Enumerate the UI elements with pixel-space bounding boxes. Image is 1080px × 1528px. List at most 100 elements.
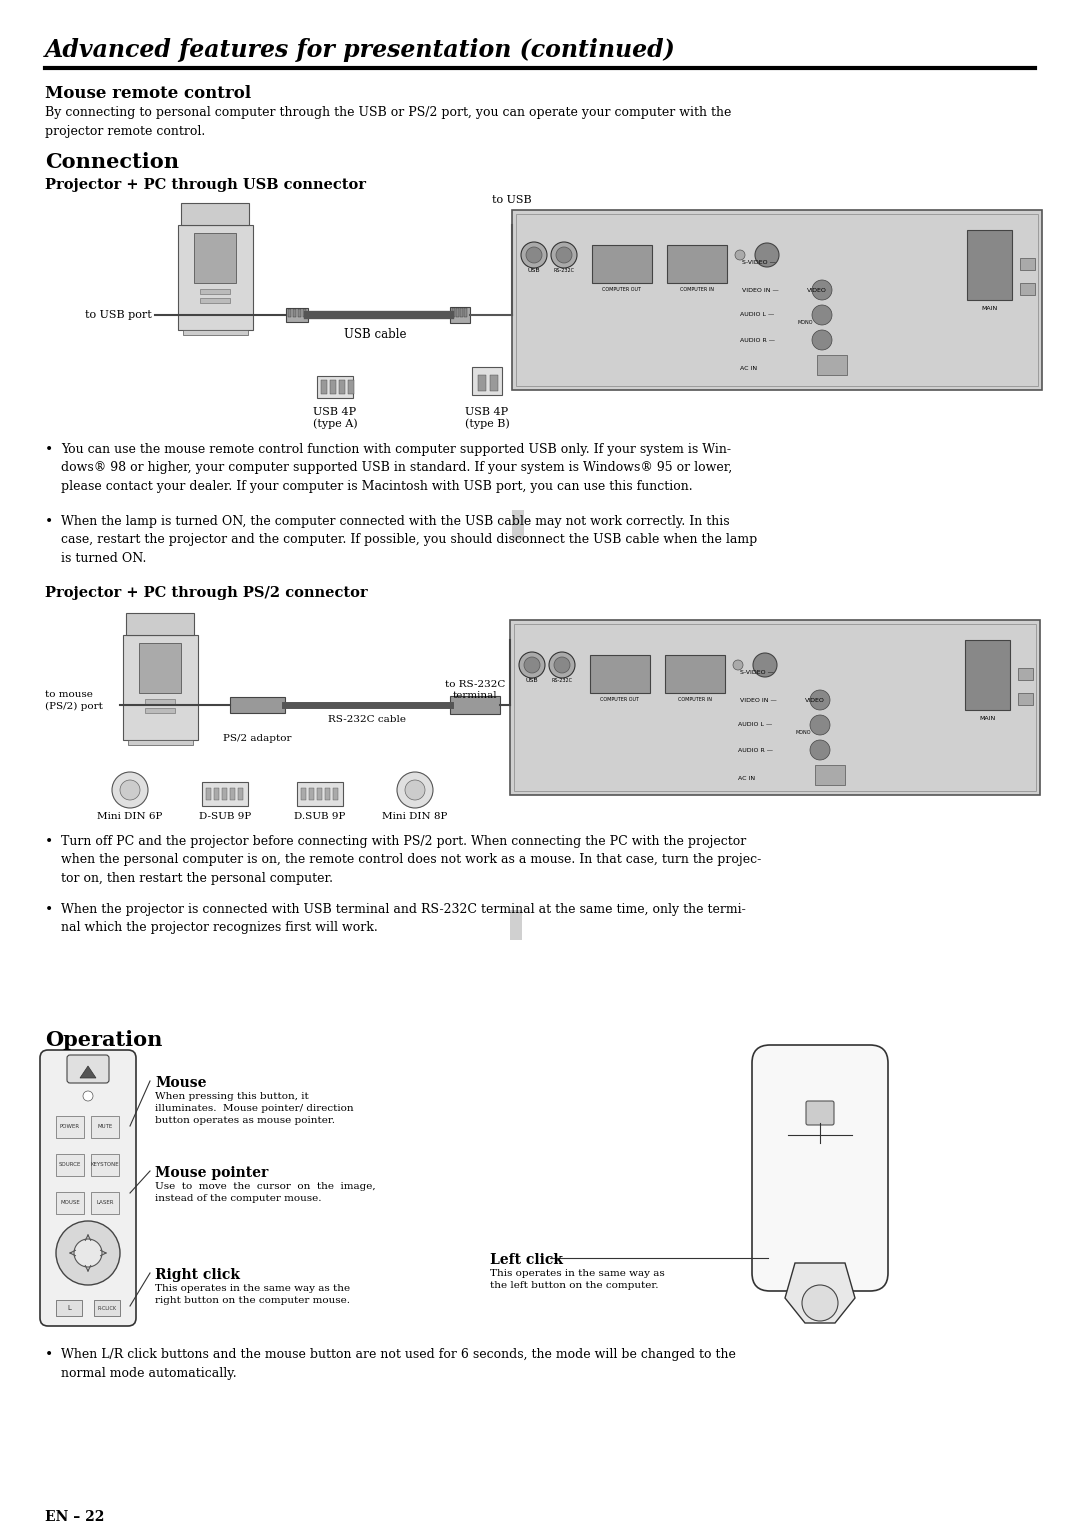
Bar: [318, 788, 322, 801]
FancyBboxPatch shape: [202, 782, 248, 805]
Text: SOURCE: SOURCE: [58, 1163, 81, 1167]
Text: D.SUB 9P: D.SUB 9P: [295, 811, 346, 821]
Bar: [288, 309, 291, 316]
Text: When the lamp is turned ON, the computer connected with the USB cable may not wo: When the lamp is turned ON, the computer…: [60, 515, 757, 565]
Text: MONO: MONO: [795, 729, 810, 735]
Bar: [318, 376, 353, 397]
Circle shape: [802, 1285, 838, 1322]
Text: When L/R click buttons and the mouse button are not used for 6 seconds, the mode: When L/R click buttons and the mouse but…: [60, 1348, 735, 1380]
Bar: [450, 307, 470, 322]
Text: Left click: Left click: [490, 1253, 563, 1267]
Text: RS-232C: RS-232C: [554, 267, 575, 274]
Text: COMPUTER IN: COMPUTER IN: [678, 697, 712, 701]
Bar: [325, 788, 330, 801]
Bar: [286, 309, 308, 322]
Bar: [815, 766, 845, 785]
Circle shape: [812, 280, 832, 299]
Text: AUDIO R —: AUDIO R —: [738, 747, 773, 752]
Circle shape: [549, 652, 575, 678]
Text: Use  to  move  the  cursor  on  the  image,
instead of the computer mouse.: Use to move the cursor on the image, ins…: [156, 1183, 376, 1203]
Circle shape: [810, 740, 831, 759]
Circle shape: [810, 691, 831, 711]
Text: Mini DIN 6P: Mini DIN 6P: [97, 811, 163, 821]
Bar: [123, 636, 198, 740]
Text: MOUSE: MOUSE: [60, 1201, 80, 1206]
Bar: [56, 1115, 84, 1138]
Bar: [510, 620, 1040, 795]
Text: AC IN: AC IN: [738, 776, 755, 781]
Text: This operates in the same way as
the left button on the computer.: This operates in the same way as the lef…: [490, 1268, 665, 1290]
Text: VIDEO IN —: VIDEO IN —: [742, 287, 779, 292]
Bar: [450, 695, 500, 714]
Circle shape: [812, 306, 832, 325]
Bar: [453, 309, 455, 316]
Bar: [94, 1300, 120, 1316]
Bar: [514, 623, 1036, 792]
Bar: [230, 788, 235, 801]
Bar: [178, 225, 253, 330]
Text: to RS-232C
terminal: to RS-232C terminal: [445, 680, 505, 700]
Circle shape: [524, 657, 540, 672]
Bar: [238, 788, 243, 801]
Bar: [91, 1192, 119, 1215]
Bar: [181, 203, 249, 225]
Bar: [510, 911, 522, 940]
Text: LASER: LASER: [96, 1201, 113, 1206]
Circle shape: [556, 248, 572, 263]
Text: MAIN: MAIN: [981, 306, 997, 312]
Bar: [222, 788, 227, 801]
Text: KEYSTONE: KEYSTONE: [91, 1163, 119, 1167]
FancyBboxPatch shape: [297, 782, 343, 805]
Bar: [293, 309, 296, 316]
Bar: [91, 1154, 119, 1177]
Text: By connecting to personal computer through the USB or PS/2 port, you can operate: By connecting to personal computer throu…: [45, 105, 731, 138]
Text: Mini DIN 8P: Mini DIN 8P: [382, 811, 448, 821]
Text: AUDIO L —: AUDIO L —: [740, 313, 774, 318]
FancyBboxPatch shape: [67, 1054, 109, 1083]
Text: Mouse remote control: Mouse remote control: [45, 86, 252, 102]
Text: S-VIDEO —: S-VIDEO —: [740, 669, 774, 674]
Text: When the projector is connected with USB terminal and RS-232C terminal at the sa: When the projector is connected with USB…: [60, 903, 746, 935]
Text: VIDEO: VIDEO: [805, 697, 825, 703]
Text: D-SUB 9P: D-SUB 9P: [199, 811, 252, 821]
Circle shape: [519, 652, 545, 678]
Bar: [183, 330, 248, 335]
Text: S-VIDEO —: S-VIDEO —: [742, 260, 775, 264]
Text: Mouse pointer: Mouse pointer: [156, 1166, 268, 1180]
Text: VIDEO IN —: VIDEO IN —: [740, 697, 777, 703]
Circle shape: [733, 660, 743, 669]
Bar: [194, 232, 237, 283]
Bar: [478, 374, 486, 391]
Bar: [512, 510, 524, 539]
Text: RS-232C cable: RS-232C cable: [328, 715, 406, 724]
Bar: [139, 643, 181, 694]
Text: Right click: Right click: [156, 1268, 240, 1282]
Bar: [456, 309, 459, 316]
Circle shape: [526, 248, 542, 263]
FancyBboxPatch shape: [40, 1050, 136, 1326]
Bar: [91, 1115, 119, 1138]
Text: MUTE: MUTE: [97, 1125, 112, 1129]
Bar: [301, 788, 306, 801]
FancyBboxPatch shape: [752, 1045, 888, 1291]
Text: USB cable: USB cable: [343, 329, 406, 341]
Circle shape: [120, 779, 140, 801]
Bar: [592, 244, 652, 283]
Circle shape: [75, 1239, 102, 1267]
FancyBboxPatch shape: [806, 1102, 834, 1125]
Circle shape: [551, 241, 577, 267]
Text: to USB port: to USB port: [85, 310, 152, 319]
Text: COMPUTER IN: COMPUTER IN: [680, 287, 714, 292]
Text: MAIN: MAIN: [978, 717, 995, 721]
Circle shape: [56, 1221, 120, 1285]
Bar: [214, 788, 219, 801]
Bar: [339, 380, 345, 394]
Bar: [206, 788, 211, 801]
Circle shape: [753, 652, 777, 677]
Bar: [230, 697, 285, 714]
Text: COMPUTER OUT: COMPUTER OUT: [600, 697, 639, 701]
Bar: [145, 698, 175, 704]
Circle shape: [810, 715, 831, 735]
Polygon shape: [785, 1264, 855, 1323]
Text: •: •: [45, 1348, 53, 1361]
